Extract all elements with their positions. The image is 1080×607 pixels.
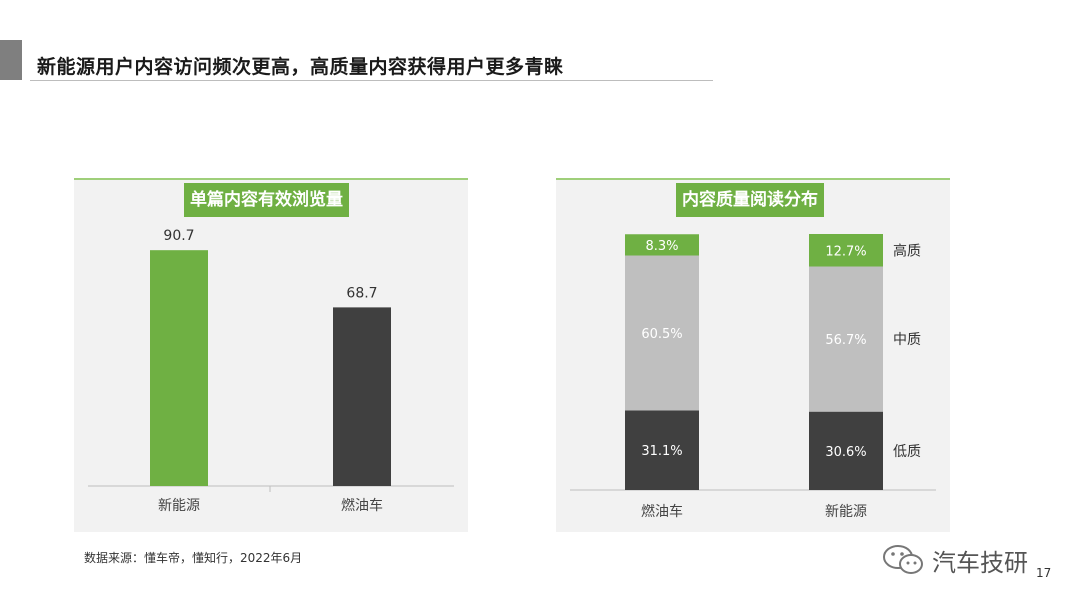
data-label: 30.6% <box>825 445 866 460</box>
data-label: 90.7 <box>163 228 194 244</box>
data-label: 8.3% <box>645 239 678 254</box>
x-tick-label: 新能源 <box>158 498 200 514</box>
series-label: 高质 <box>893 242 921 259</box>
stack-segment-2 <box>809 266 883 412</box>
x-tick-label: 新能源 <box>825 504 867 520</box>
x-tick-label: 燃油车 <box>341 497 383 514</box>
x-tick-label: 燃油车 <box>641 503 683 520</box>
data-label: 60.5% <box>641 327 682 342</box>
stack-segment-1 <box>625 410 699 490</box>
data-label: 68.7 <box>346 285 377 301</box>
stack-segment-3 <box>809 234 883 267</box>
views-bar-chart: 90.7 新能源 68.7 燃油车 <box>88 228 454 514</box>
page-title: 新能源用户内容访问频次更高，高质量内容获得用户更多青睐 <box>37 56 564 78</box>
source-note: 数据来源：懂车帝，懂知行，2022年6月 <box>84 551 303 565</box>
data-label: 56.7% <box>825 333 866 348</box>
views-chart-panel: 90.7 新能源 68.7 燃油车 单篇内容有效浏览量 <box>74 178 468 532</box>
bar-1 <box>150 250 208 486</box>
quality-stacked-chart: 31.1% 60.5% 8.3% 燃油车 30.6% 56.7% 12.7% 新能源 低质 中质 高… <box>570 234 936 520</box>
title-divider <box>30 80 713 81</box>
stack-segment-2 <box>625 255 699 411</box>
series-label: 低质 <box>893 444 921 460</box>
wechat-icon <box>883 545 923 574</box>
watermark-text: 汽车技研 <box>932 548 1028 577</box>
header-accent-bar <box>0 40 22 80</box>
stack-segment-1 <box>809 411 883 490</box>
data-label: 31.1% <box>641 444 682 459</box>
watermark: 汽车技研 <box>882 542 1028 578</box>
quality-chart-panel: 31.1% 60.5% 8.3% 燃油车 30.6% 56.7% 12.7% 新能源 低质 中质 高… <box>556 178 950 532</box>
stack-segment-3 <box>625 234 699 256</box>
bar-2 <box>333 307 391 486</box>
data-label: 12.7% <box>825 244 866 259</box>
page-number: 17 <box>1036 566 1052 580</box>
series-label: 中质 <box>893 332 921 348</box>
views-chart-title: 单篇内容有效浏览量 <box>184 183 349 217</box>
quality-chart-title: 内容质量阅读分布 <box>676 183 824 217</box>
